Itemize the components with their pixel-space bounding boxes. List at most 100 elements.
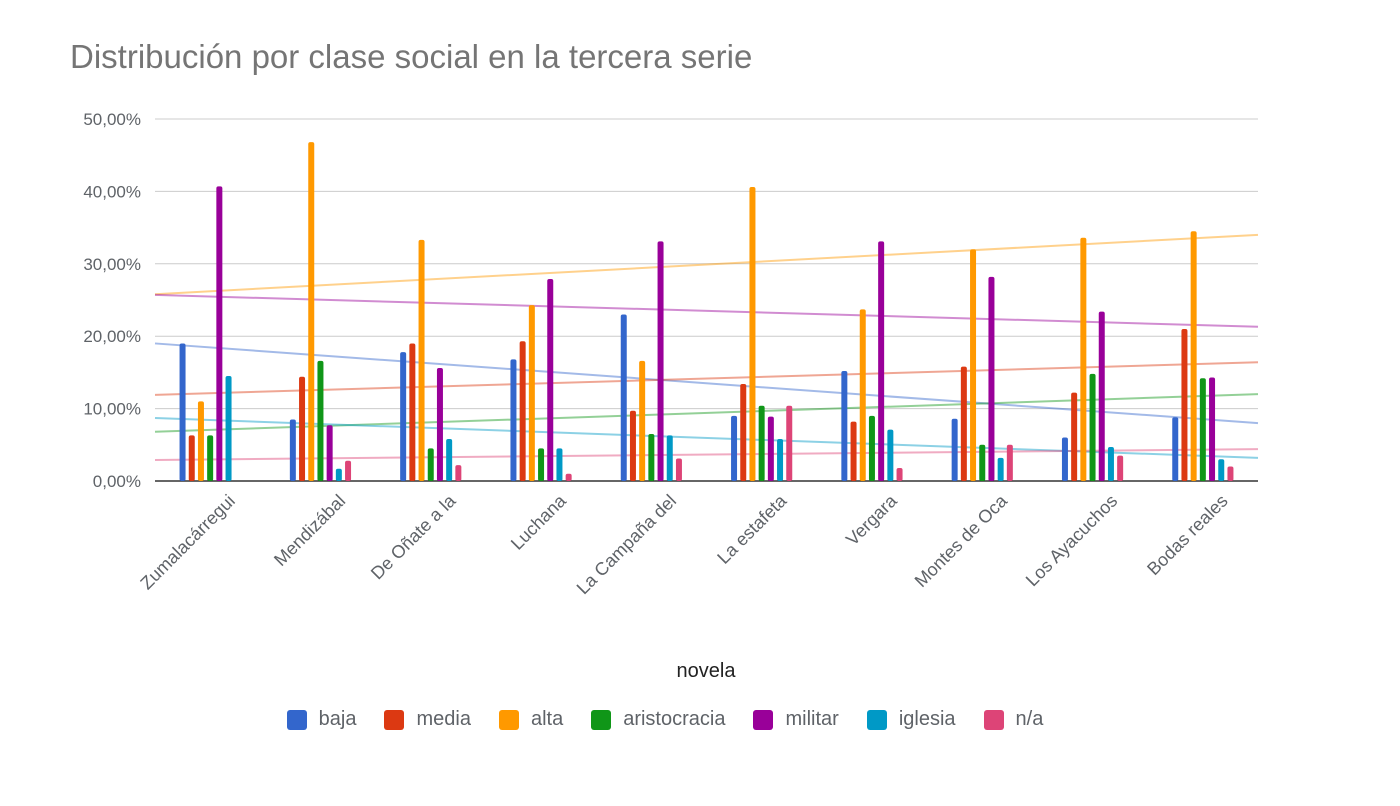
bar-aristocracia-2 [427, 448, 434, 481]
y-tick-label: 20,00% [83, 327, 141, 346]
bar-iglesia-7 [997, 457, 1004, 481]
x-axis-labels: Zumalacárregui Mendizábal De Oñate a la Luc… [136, 490, 1231, 598]
bar-alta-9 [1190, 231, 1197, 481]
chart-title: Distribución por clase social en la terc… [70, 38, 753, 75]
bar-iglesia-2 [446, 439, 453, 481]
bar-media-2 [409, 343, 416, 481]
legend-swatch [983, 709, 1004, 730]
legend-item: iglesia [866, 708, 956, 731]
bar-na-5 [786, 405, 793, 481]
bar-aristocracia-8 [1089, 373, 1096, 481]
bar-alta-0 [197, 401, 204, 481]
y-tick-label: 50,00% [83, 110, 141, 129]
bar-media-8 [1071, 392, 1078, 481]
x-tick-label: Luchana [507, 490, 571, 554]
bar-alta-8 [1080, 237, 1087, 481]
x-tick-label: De Oñate a la [367, 490, 460, 583]
bar-aristocracia-4 [648, 433, 655, 481]
bar-militar-1 [326, 425, 333, 481]
bar-baja-8 [1061, 437, 1068, 481]
x-axis-title: novela [677, 660, 737, 682]
bar-iglesia-1 [335, 468, 342, 481]
legend-item: n/a [983, 708, 1044, 731]
y-tick-label: 40,00% [83, 182, 141, 201]
bar-aristocracia-9 [1199, 378, 1206, 481]
legend-label: n/a [1015, 708, 1044, 730]
bar-alta-7 [970, 249, 977, 481]
bar-aristocracia-0 [207, 435, 214, 481]
bar-militar-4 [657, 241, 664, 481]
bar-iglesia-5 [777, 439, 784, 481]
bar-media-6 [850, 421, 857, 481]
legend-swatch [286, 709, 307, 730]
y-axis-ticks: 0,00% 10,00% 20,00% 30,00% 40,00% 50,00% [83, 110, 141, 491]
trendline-media [154, 361, 1259, 396]
y-tick-label: 30,00% [83, 255, 141, 274]
bar-na-7 [1006, 444, 1013, 481]
bar-militar-3 [547, 279, 554, 481]
bar-baja-0 [179, 343, 186, 481]
y-tick-label: 10,00% [83, 400, 141, 419]
x-tick-label: Vergara [842, 490, 901, 549]
legend-label: iglesia [898, 708, 956, 730]
legend-item: baja [286, 708, 357, 731]
bar-aristocracia-3 [538, 448, 545, 481]
bar-militar-5 [767, 416, 774, 481]
bar-baja-3 [510, 359, 517, 481]
x-tick-label: Mendizábal [270, 491, 349, 570]
bar-militar-7 [988, 276, 995, 481]
bar-aristocracia-5 [758, 405, 765, 481]
bar-iglesia-6 [887, 429, 894, 481]
bars [179, 142, 1234, 481]
bar-na-3 [565, 473, 572, 481]
legend: baja media alta aristocracia militar iglesia n… [0, 708, 1330, 731]
legend-label: baja [318, 708, 357, 730]
bar-aristocracia-1 [317, 360, 324, 481]
x-tick-label: La Campaña del [573, 491, 681, 599]
legend-label: media [416, 708, 471, 730]
bar-aristocracia-7 [979, 444, 986, 481]
bar-iglesia-0 [225, 376, 232, 481]
legend-item: alta [498, 708, 563, 731]
bar-baja-9 [1172, 417, 1179, 481]
bar-iglesia-3 [556, 448, 563, 481]
bar-baja-6 [841, 370, 848, 481]
legend-item: aristocracia [591, 708, 725, 731]
x-tick-label: Zumalacárregui [136, 491, 239, 594]
bar-alta-4 [639, 360, 646, 481]
legend-swatch [753, 709, 774, 730]
bar-media-0 [188, 435, 195, 481]
bar-na-2 [455, 465, 462, 481]
trendline-alta [154, 233, 1259, 296]
x-tick-label: Bodas reales [1143, 491, 1231, 579]
bar-alta-3 [528, 305, 535, 481]
bar-alta-5 [749, 187, 756, 481]
legend-swatch [498, 709, 519, 730]
bar-baja-5 [731, 415, 738, 481]
legend-label: militar [785, 708, 839, 730]
legend-swatch [384, 709, 405, 730]
x-tick-label: Montes de Oca [911, 490, 1012, 591]
legend-item: militar [753, 708, 839, 731]
y-tick-label: 0,00% [93, 472, 141, 491]
bar-militar-9 [1209, 377, 1216, 481]
bar-iglesia-4 [666, 435, 673, 481]
bar-baja-7 [951, 418, 958, 481]
bar-militar-0 [216, 186, 223, 481]
bar-media-1 [299, 376, 306, 481]
bar-militar-8 [1098, 311, 1105, 481]
x-tick-label: La estafeta [713, 490, 791, 568]
bar-baja-1 [289, 419, 296, 481]
trendline-militar [154, 293, 1259, 328]
bar-iglesia-8 [1107, 446, 1114, 481]
bar-alta-1 [308, 142, 315, 481]
bar-na-1 [345, 460, 352, 481]
bar-iglesia-9 [1218, 459, 1225, 481]
legend-item: media [384, 708, 471, 731]
legend-swatch [866, 709, 887, 730]
legend-swatch [591, 709, 612, 730]
bar-na-4 [675, 458, 682, 481]
bar-media-5 [740, 383, 747, 481]
bar-na-8 [1117, 455, 1124, 481]
bar-baja-4 [620, 314, 627, 481]
